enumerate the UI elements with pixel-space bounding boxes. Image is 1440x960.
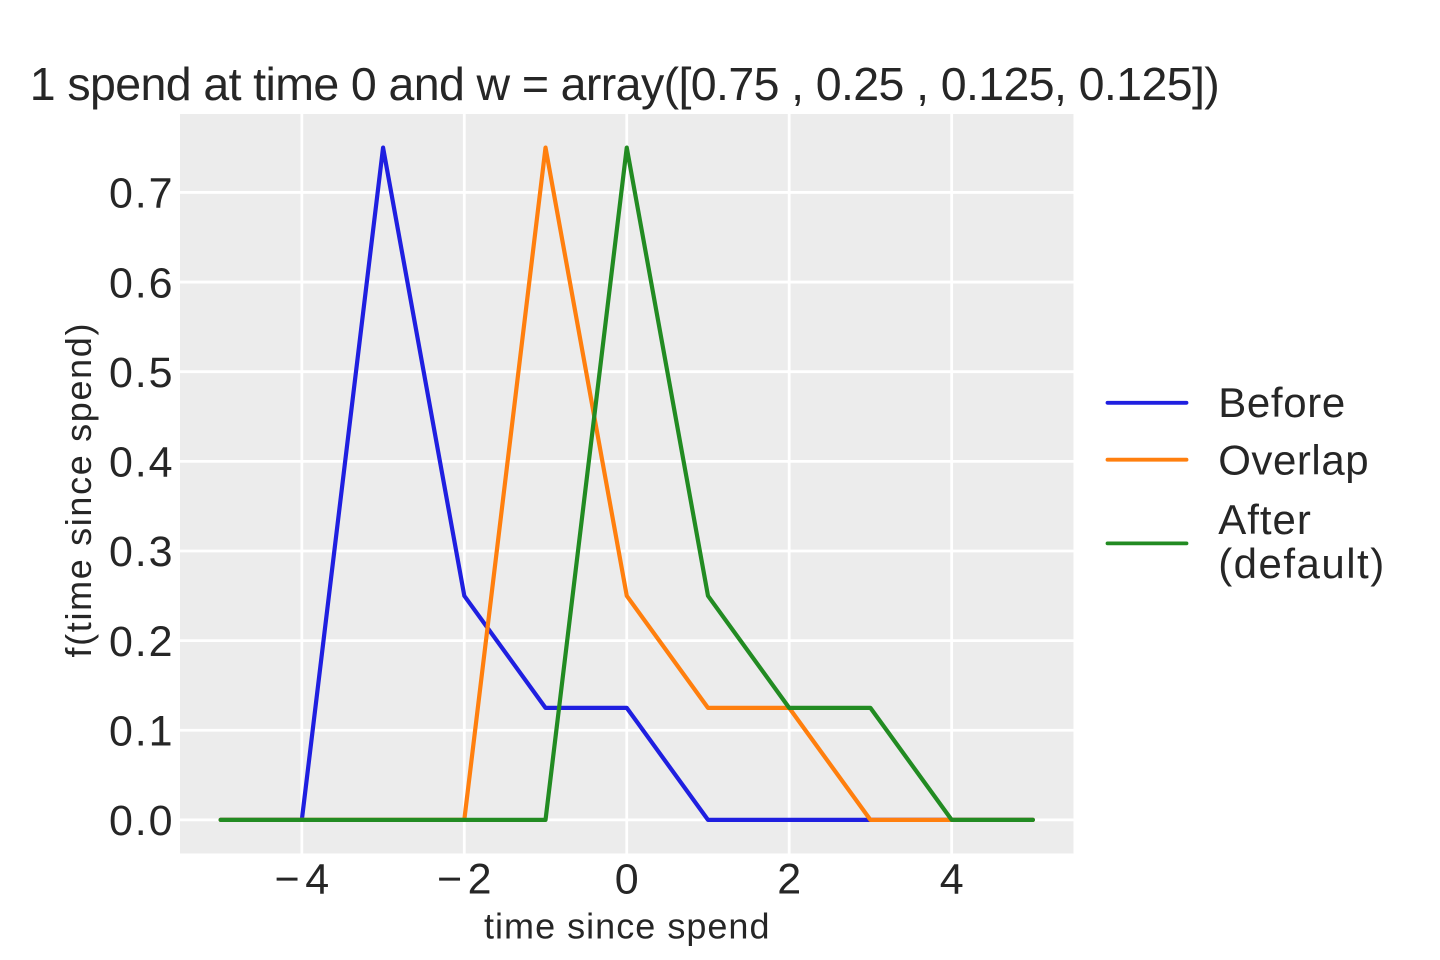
svg-text:4: 4 xyxy=(940,856,964,904)
svg-text:0.6: 0.6 xyxy=(109,259,173,307)
svg-text:0.0: 0.0 xyxy=(109,797,173,845)
svg-text:0.4: 0.4 xyxy=(109,439,173,487)
svg-text:f(time since spend): f(time since spend) xyxy=(58,324,99,658)
svg-text:0.1: 0.1 xyxy=(109,708,173,756)
svg-text:0.2: 0.2 xyxy=(109,618,173,666)
svg-text:0.7: 0.7 xyxy=(109,170,173,218)
svg-text:0.3: 0.3 xyxy=(109,528,173,576)
svg-text:Before: Before xyxy=(1218,379,1345,426)
svg-text:1 spend at time 0 and w = arra: 1 spend at time 0 and w = array([0.75 , … xyxy=(30,58,1220,110)
svg-text:−2: −2 xyxy=(437,856,492,904)
svg-text:time since spend: time since spend xyxy=(484,906,770,947)
svg-text:Overlap: Overlap xyxy=(1218,437,1368,484)
svg-text:0.5: 0.5 xyxy=(109,349,173,397)
svg-text:(default): (default) xyxy=(1218,540,1384,587)
svg-text:After: After xyxy=(1218,496,1311,543)
svg-text:−4: −4 xyxy=(275,856,330,904)
svg-text:0: 0 xyxy=(615,856,639,904)
svg-text:2: 2 xyxy=(777,856,801,904)
